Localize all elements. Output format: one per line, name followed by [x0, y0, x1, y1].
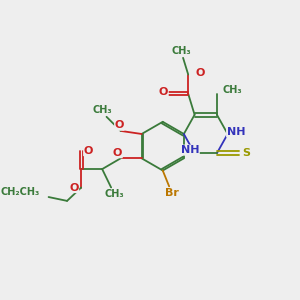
Text: O: O	[69, 183, 79, 193]
Text: Br: Br	[165, 188, 179, 198]
Text: CH₃: CH₃	[223, 85, 242, 95]
Text: O: O	[113, 148, 122, 158]
Text: O: O	[195, 68, 205, 78]
Text: S: S	[242, 148, 250, 158]
Text: CH₂CH₃: CH₂CH₃	[0, 188, 40, 197]
Text: O: O	[84, 146, 93, 156]
Text: O: O	[159, 87, 168, 98]
Text: NH: NH	[226, 127, 245, 137]
Text: CH₃: CH₃	[92, 105, 112, 115]
Text: NH: NH	[181, 145, 199, 155]
Text: O: O	[115, 120, 124, 130]
Text: CH₃: CH₃	[104, 189, 124, 199]
Text: CH₃: CH₃	[172, 46, 192, 56]
